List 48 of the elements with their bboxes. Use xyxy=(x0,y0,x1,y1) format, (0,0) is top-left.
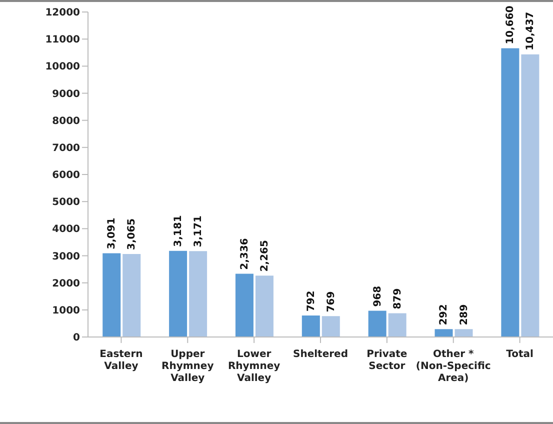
bar xyxy=(302,316,320,337)
y-tick-label: 7000 xyxy=(52,142,80,154)
bar xyxy=(102,253,121,337)
data-label: 3,065 xyxy=(126,218,138,250)
bar xyxy=(235,274,254,337)
x-tick-label: Upper Rhymney Valley xyxy=(162,349,214,384)
bar xyxy=(501,48,520,337)
x-tick-label: Other * (Non-Specific Area) xyxy=(416,349,491,384)
data-label: 10,437 xyxy=(525,12,536,50)
data-label: 792 xyxy=(306,290,317,312)
x-tick-label: Eastern Valley xyxy=(100,349,143,372)
bar xyxy=(368,310,386,337)
y-tick-label: 8000 xyxy=(52,116,80,127)
x-tick-label: Private Sector xyxy=(366,349,408,372)
y-tick-label: 10000 xyxy=(45,62,80,73)
y-tick-label: 1000 xyxy=(52,305,80,316)
bar xyxy=(454,329,473,337)
data-label: 2,336 xyxy=(239,238,250,270)
x-tick-label: Lower Rhymney Valley xyxy=(228,349,281,384)
y-tick-label: 6000 xyxy=(52,170,80,182)
data-label: 879 xyxy=(392,288,404,310)
y-tick-label: 5000 xyxy=(52,197,80,208)
data-label: 968 xyxy=(372,286,384,307)
bar xyxy=(434,329,453,337)
y-tick-label: 4000 xyxy=(52,224,80,236)
y-tick-label: 3000 xyxy=(52,251,80,262)
data-label: 3,091 xyxy=(106,218,118,250)
data-label: 769 xyxy=(326,291,337,312)
bar xyxy=(189,251,208,337)
x-tick-label: Total xyxy=(506,349,534,360)
bar xyxy=(255,276,274,337)
bar xyxy=(322,316,340,337)
data-label: 3,181 xyxy=(173,215,184,247)
data-label: 2,265 xyxy=(259,240,270,272)
bar xyxy=(521,54,540,337)
y-tick-label: 2000 xyxy=(52,278,80,290)
bar xyxy=(122,254,141,337)
data-label: 10,660 xyxy=(505,6,516,44)
y-tick-label: 12000 xyxy=(45,8,80,19)
y-tick-label: 0 xyxy=(73,332,80,344)
x-tick-label: Sheltered xyxy=(293,349,348,360)
data-label: 292 xyxy=(438,304,450,326)
data-label: 3,171 xyxy=(193,215,204,248)
bar xyxy=(169,250,188,337)
y-tick-label: 11000 xyxy=(45,34,80,46)
y-tick-label: 9000 xyxy=(52,88,80,100)
data-label: 289 xyxy=(458,304,470,326)
bar xyxy=(388,313,406,337)
